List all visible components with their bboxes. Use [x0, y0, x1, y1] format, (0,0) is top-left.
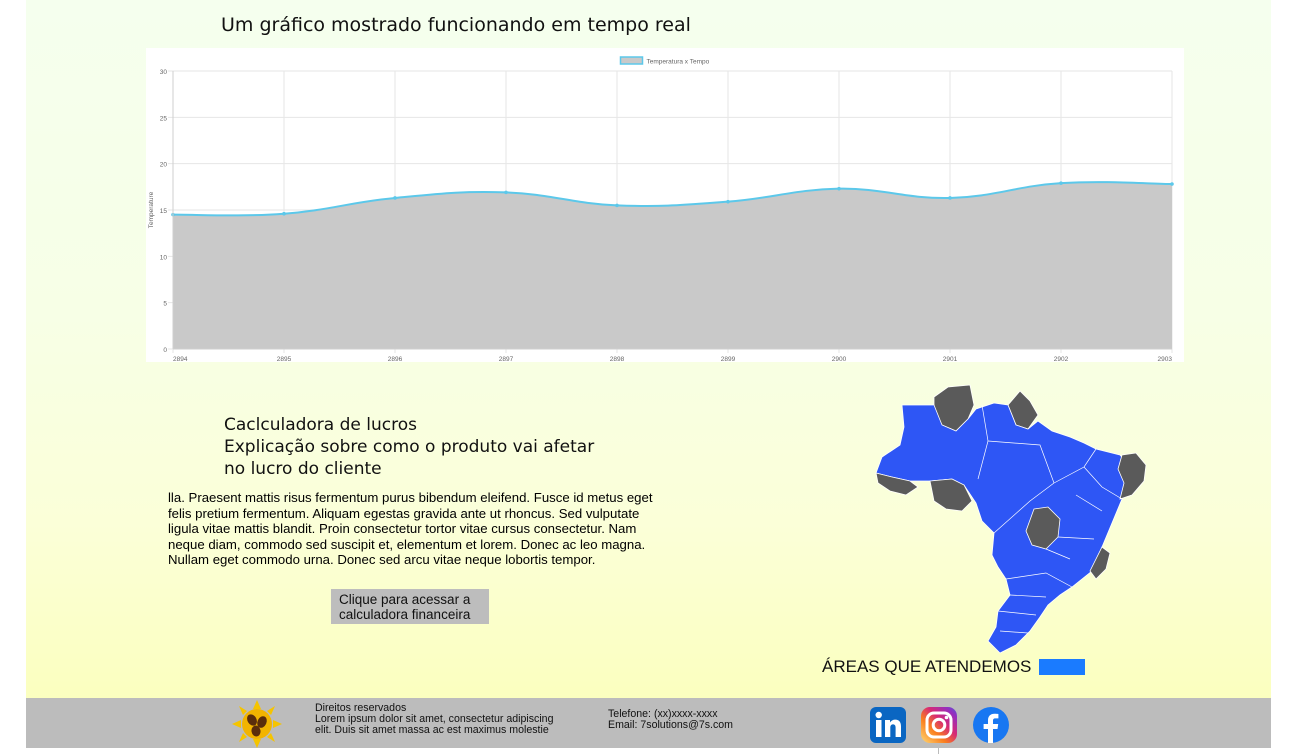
- x-tick-label: 2898: [610, 356, 625, 362]
- areas-caption: ÁREAS QUE ATENDEMOS: [822, 657, 1032, 676]
- calculator-heading-block: Caclculadora de lucros Explicação sobre …: [224, 414, 604, 480]
- series-area-fill: [173, 182, 1172, 349]
- instagram-icon[interactable]: [920, 706, 958, 744]
- map-state-borders: [977, 404, 1123, 634]
- y-tick-label: 30: [160, 69, 168, 76]
- areas-caption-row: ÁREAS QUE ATENDEMOS: [822, 657, 1086, 677]
- map-region-rondonia: [929, 478, 973, 512]
- footer-contact: Telefone: (xx)xxxx-xxxx Email: 7solution…: [608, 709, 733, 731]
- x-tick-label: 2900: [832, 356, 847, 362]
- data-point: [837, 186, 841, 191]
- chart-canvas: 0 5 10 15 20 25 30 2894 2895 2896 2897 2898 2899 2900…: [148, 56, 1174, 362]
- x-tick-label: 2897: [499, 356, 514, 362]
- legend-label: Temperatura x Tempo: [647, 59, 710, 66]
- temperature-chart: 0 5 10 15 20 25 30 2894 2895 2896 2897 2898 2899 2900…: [146, 48, 1184, 362]
- calculator-description: lla. Praesent mattis risus fermentum pur…: [168, 490, 653, 568]
- map-region-coastal: [1089, 546, 1111, 580]
- linkedin-icon[interactable]: [869, 706, 907, 744]
- y-tick-label: 10: [160, 254, 168, 261]
- y-tick-label: 20: [160, 162, 168, 169]
- calculator-subtitle: Explicação sobre como o produto vai afet…: [224, 437, 595, 479]
- facebook-icon[interactable]: [972, 706, 1010, 744]
- calculator-title: Caclculadora de lucros: [224, 415, 417, 435]
- map-region-northeast-tip: [1117, 452, 1147, 500]
- x-tick-label: 2899: [721, 356, 736, 362]
- map-region-served-main: [875, 402, 1133, 654]
- x-tick-label: 2901: [943, 356, 958, 362]
- data-point: [726, 199, 730, 204]
- x-tick-label: 2902: [1054, 356, 1069, 362]
- data-point: [948, 196, 952, 200]
- footer-email: Email: 7solutions@7s.com: [608, 719, 733, 731]
- series-line: [172, 181, 1173, 217]
- x-tick-label: 2895: [277, 356, 292, 362]
- legend-swatch: [619, 56, 644, 65]
- data-point: [1170, 182, 1174, 186]
- map-region-acre: [875, 472, 919, 496]
- y-tick-label: 0: [163, 347, 167, 354]
- map-region-goias: [1025, 506, 1061, 550]
- footer-rights-text: Lorem ipsum dolor sit amet, consectetur …: [315, 713, 554, 736]
- data-point: [393, 196, 397, 200]
- y-tick-label: 15: [160, 208, 168, 215]
- y-tick-label: 25: [160, 115, 168, 122]
- coffee-sun-logo-icon: [232, 700, 282, 748]
- data-point: [615, 203, 619, 208]
- footer-rights-title: Direitos reservados: [315, 702, 407, 714]
- chart-section-heading: Um gráfico mostrado funcionando em tempo…: [221, 14, 691, 36]
- footer: Direitos reservados Lorem ipsum dolor si…: [26, 698, 1271, 748]
- areas-legend-swatch: [1039, 659, 1086, 675]
- open-calculator-button[interactable]: Clique para acessar a calculadora financ…: [331, 589, 489, 624]
- footer-rights: Direitos reservados Lorem ipsum dolor si…: [315, 703, 565, 736]
- footer-phone: Telefone: (xx)xxxx-xxxx: [608, 708, 718, 720]
- data-point: [504, 190, 508, 195]
- data-point: [1059, 181, 1063, 185]
- y-tick-label: 5: [163, 301, 167, 308]
- data-point: [282, 211, 286, 216]
- brazil-map: [875, 384, 1147, 654]
- y-axis-label: Temperature: [148, 191, 155, 228]
- x-tick-label: 2896: [388, 356, 403, 362]
- x-tick-label: 2903: [1158, 356, 1173, 362]
- page-edge-mark: [938, 748, 939, 754]
- x-tick-label: 2894: [173, 356, 188, 362]
